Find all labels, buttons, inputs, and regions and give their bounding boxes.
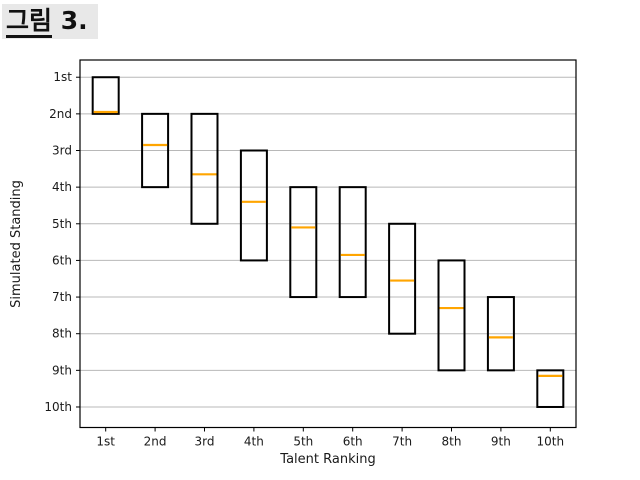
- figure-title-number: 3.: [52, 6, 88, 35]
- figure-title-underlined: 그림: [6, 6, 53, 38]
- box-4th: [239, 149, 268, 262]
- x-axis-label: Talent Ranking: [279, 452, 375, 467]
- x-tick-label: 10th: [537, 435, 565, 449]
- x-tick-label: 8th: [442, 435, 462, 449]
- plot-frame: [79, 59, 577, 429]
- box-layer: [91, 76, 565, 408]
- x-tick-label: 3rd: [195, 435, 215, 449]
- box-1st: [91, 76, 120, 115]
- box-10th: [536, 369, 565, 408]
- y-tick-label: 6th: [52, 253, 72, 267]
- x-tick-label: 2nd: [144, 435, 167, 449]
- x-tick-label: 4th: [244, 435, 264, 449]
- y-tick-label: 4th: [52, 180, 72, 194]
- box-3rd: [190, 112, 219, 225]
- box-8th: [437, 259, 466, 372]
- y-axis-label: Simulated Standing: [9, 180, 24, 308]
- x-tick-label: 9th: [491, 435, 511, 449]
- y-tick-label: 7th: [52, 290, 72, 304]
- box-9th: [486, 296, 515, 372]
- figure-title: 그림 3.: [2, 4, 98, 40]
- frame-layer: [79, 59, 577, 429]
- box-6th: [338, 186, 367, 299]
- y-tick-label: 5th: [52, 217, 72, 231]
- x-tick-label: 6th: [343, 435, 363, 449]
- y-tick-label: 1st: [53, 70, 72, 84]
- box-7th: [388, 222, 417, 335]
- x-tick-label: 5th: [293, 435, 313, 449]
- box-2nd: [141, 112, 170, 189]
- tick-layer: 1st 1st 2nd 2nd 3rd 3rd 4th 4th 5th 5th 6th 6th 7th 7…: [44, 70, 564, 448]
- y-tick-label: 8th: [52, 327, 72, 341]
- y-tick-label: 9th: [52, 363, 72, 377]
- x-tick-label: 7th: [392, 435, 412, 449]
- box-5th: [289, 186, 318, 299]
- x-tick-label: 1st: [96, 435, 115, 449]
- grid-layer: [80, 76, 576, 408]
- y-tick-label: 3rd: [52, 144, 72, 158]
- y-tick-label: 2nd: [49, 107, 72, 121]
- y-tick-label: 10th: [44, 400, 72, 414]
